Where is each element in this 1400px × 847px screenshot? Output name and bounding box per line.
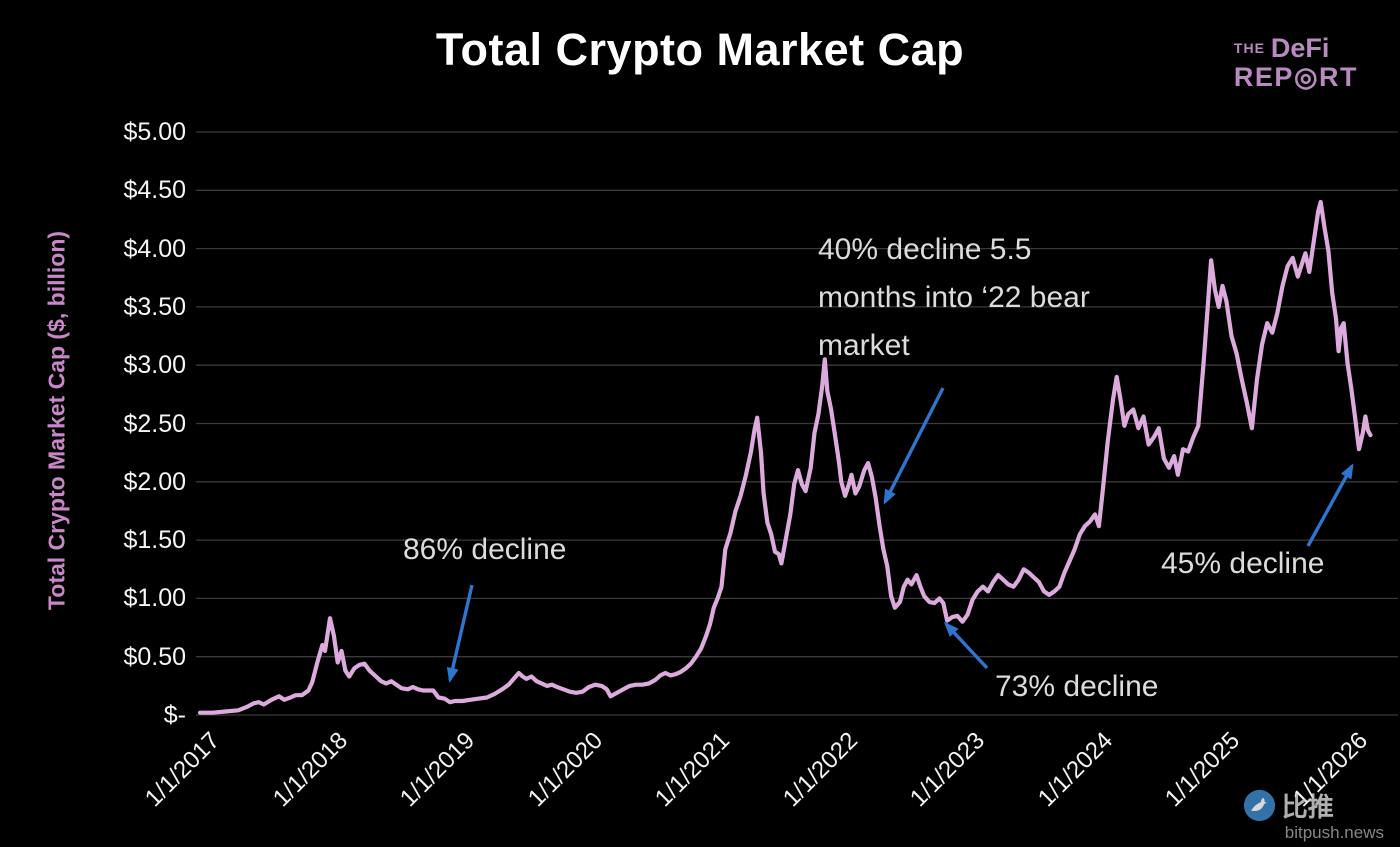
y-axis-tick-label: $2.50 [123, 409, 186, 438]
watermark-row: 比推 [1243, 787, 1384, 824]
y-axis-tick-label: $3.00 [123, 351, 186, 380]
y-axis-tick-label: $1.50 [123, 526, 186, 555]
annotation-arrow [446, 584, 474, 683]
y-axis-tick-label: $5.00 [123, 118, 186, 146]
annotation-text: 73% decline [995, 670, 1159, 703]
annotation-arrow [943, 621, 989, 670]
bitpush-bird-icon [1243, 789, 1276, 822]
annotation-text: 40% decline 5.5 [818, 233, 1032, 266]
annotation-text: 45% decline [1161, 547, 1325, 580]
y-axis-tick-label: $4.50 [123, 176, 186, 205]
annotation-73-percent-decline: 73% decline [995, 668, 1158, 706]
chart-title: Total Crypto Market Cap [435, 24, 965, 75]
bitpush-watermark: 比推 bitpush.news [1243, 787, 1384, 843]
annotation-text: months into ‘22 bear [818, 281, 1090, 314]
annotation-45-percent-decline: 45% decline [1161, 545, 1324, 583]
annotation-arrow [1306, 463, 1354, 547]
annotation-86-percent-decline: 86% decline [403, 531, 566, 569]
annotation-text: market [818, 329, 910, 362]
logo-report-text: REP◎RT [1233, 62, 1358, 93]
logo-the-text: THE [1233, 40, 1265, 56]
y-axis-tick-label: $3.50 [123, 292, 186, 321]
market-cap-line [197, 199, 1373, 715]
watermark-brand: 比推 [1281, 792, 1334, 822]
annotation-arrow [883, 387, 945, 505]
y-axis-tick-label: $4.00 [123, 234, 186, 263]
annotation-40-percent-decline: 40% decline 5.5 months into ‘22 bear mar… [818, 226, 1090, 370]
logo-defi-text: DeFi [1270, 33, 1330, 63]
y-axis-tick-label: $0.50 [123, 642, 186, 671]
y-axis-tick-label: $- [163, 701, 186, 729]
y-axis-tick-label: $1.00 [123, 584, 186, 613]
watermark-domain: bitpush.news [1284, 823, 1384, 842]
defi-report-logo: THE DeFi REP◎RT [1233, 33, 1358, 93]
logo-line-1: THE DeFi [1233, 33, 1358, 63]
annotation-text: 86% decline [403, 533, 567, 566]
y-axis-title: Total Crypto Market Cap ($, billion) [43, 230, 70, 611]
y-axis-tick-label: $2.00 [123, 467, 186, 496]
